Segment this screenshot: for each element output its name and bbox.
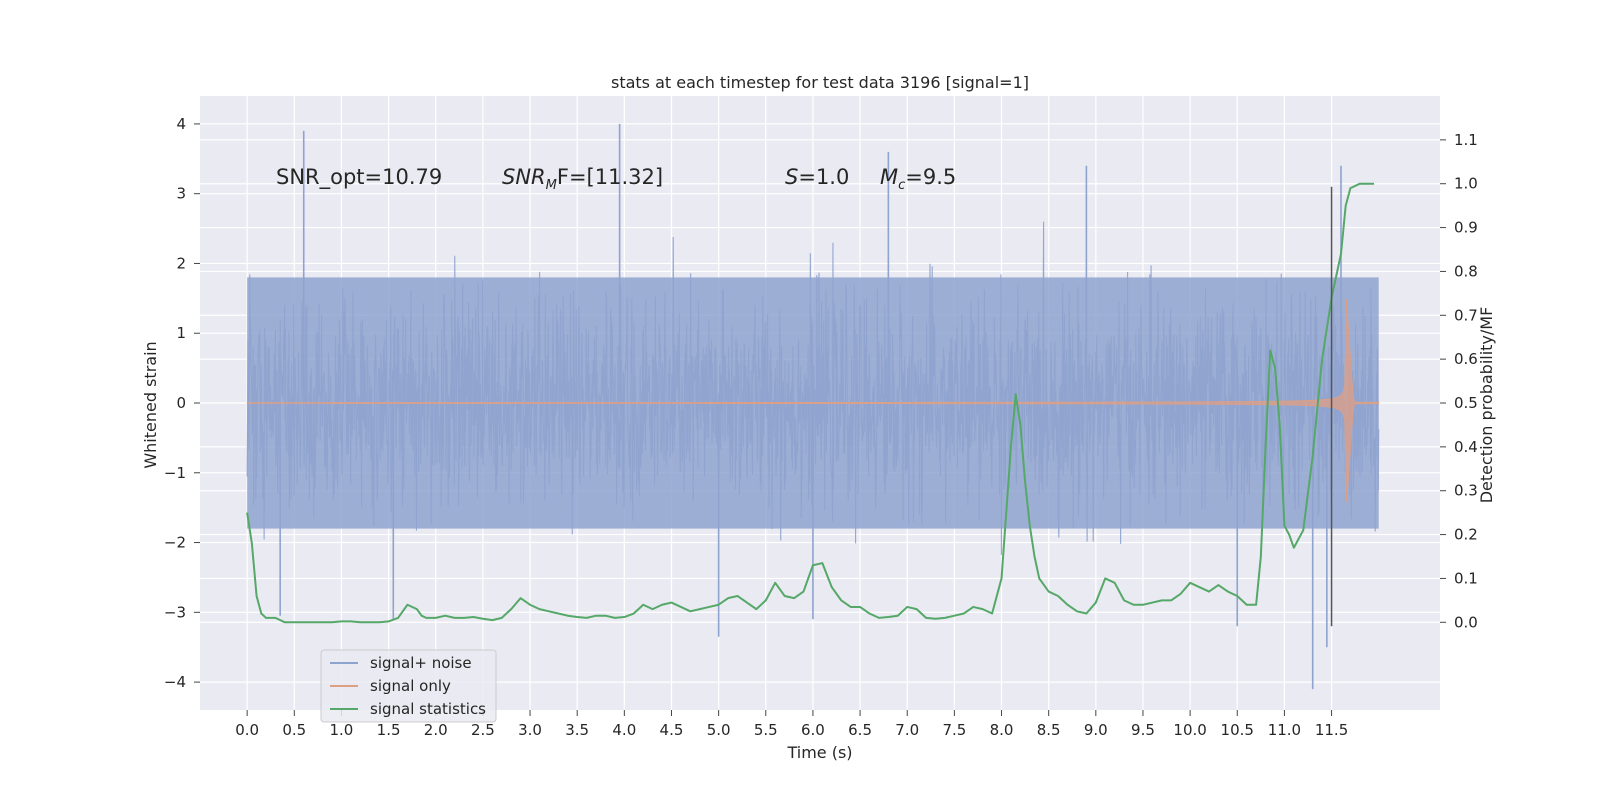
y-tick-label: 1 [176,324,186,342]
x-tick-label: 5.0 [707,721,731,739]
x-tick-label: 7.0 [895,721,919,739]
x-tick-label: 3.0 [518,721,542,739]
y-tick-label: −3 [164,603,186,621]
y-tick-label: −2 [164,534,186,552]
y-tick-label-right: 0.4 [1454,438,1478,456]
y-tick-label: 3 [176,185,186,203]
annotation-mc: Mc=9.5 [880,165,956,193]
y-tick-label-right: 0.0 [1454,613,1478,631]
y-tick-label: 2 [176,254,186,272]
y-tick-label-right: 0.5 [1454,394,1478,412]
x-tick-label: 9.0 [1084,721,1108,739]
x-tick-label: 8.0 [990,721,1014,739]
annotations: SNR_opt=10.79 SNRMF=[11.32] S=1.0 Mc=9.5 [276,165,956,193]
signal-only-envelope [246,298,1380,503]
legend-label-signal-only: signal only [370,677,451,695]
annotation-snr-mf-sub: M [546,178,557,193]
x-tick-label: 3.5 [565,721,589,739]
y-tick-label-right: 0.6 [1454,350,1478,368]
annotation-mc-main: M [880,165,898,189]
x-tick-label: 10.0 [1173,721,1206,739]
x-tick-label: 8.5 [1037,721,1061,739]
x-tick-label: 1.0 [330,721,354,739]
legend: signal+ noise signal only signal statist… [320,649,497,723]
x-tick-label: 0.0 [235,721,259,739]
x-tick-label: 11.5 [1315,721,1348,739]
y-tick-label-right: 0.3 [1454,482,1478,500]
y-tick-label-right: 1.0 [1454,175,1478,193]
x-tick-label: 1.5 [377,721,401,739]
y-tick-label: −4 [164,673,186,691]
y-axis-label: Whitened strain [141,341,160,468]
y-tick-label-right: 0.8 [1454,262,1478,280]
annotation-s: S=1.0 [785,165,849,189]
chart-title: stats at each timestep for test data 319… [611,73,1029,92]
x-tick-label: 11.0 [1268,721,1301,739]
y-tick-label: −1 [164,464,186,482]
x-tick-label: 10.5 [1221,721,1254,739]
x-tick-label: 6.0 [801,721,825,739]
annotation-s-value: =1.0 [798,165,849,189]
x-tick-label: 9.5 [1131,721,1155,739]
y-tick-label: 0 [176,394,186,412]
y-tick-label: 4 [176,115,186,133]
x-tick-label: 4.0 [612,721,636,739]
x-tick-label: 4.5 [660,721,684,739]
x-tick-label: 2.5 [471,721,495,739]
x-tick-label: 7.5 [942,721,966,739]
statistics-series [246,182,1374,624]
y-tick-label-right: 0.1 [1454,569,1478,587]
annotation-mc-sub: c [898,178,905,193]
annotation-mc-value: =9.5 [905,165,956,189]
annotation-s-symbol: S [785,165,798,189]
annotation-snr-mf-rest: F=[11.32] [557,165,663,189]
legend-label-signal-noise: signal+ noise [370,654,472,672]
legend-box [320,649,497,723]
y-tick-label-right: 1.1 [1454,131,1478,149]
signal-series [246,298,1380,503]
y-axis-label-right: Detection probability/MF [1477,307,1496,504]
annotation-snr-opt: SNR_opt=10.79 [276,165,442,190]
y-tick-label-right: 0.7 [1454,306,1478,324]
y-tick-label-right: 0.9 [1454,219,1478,237]
x-tick-label: 5.5 [754,721,778,739]
x-tick-label: 6.5 [848,721,872,739]
x-tick-label: 0.5 [282,721,306,739]
y-tick-label-right: 0.2 [1454,526,1478,544]
annotation-snr-mf: SNRMF=[11.32] [502,165,663,193]
annotation-snr-mf-main: SNR [502,165,546,189]
x-axis-label: Time (s) [786,743,852,762]
legend-label-signal-statistics: signal statistics [370,700,486,718]
tick-labels: 0.0 0.5 1.0 1.5 2.0 2.5 3.0 3.5 4.0 4.5 5.0 5.5 6.0 6… [164,115,1478,739]
signal-statistics-line [246,182,1374,624]
x-tick-label: 2.0 [424,721,448,739]
